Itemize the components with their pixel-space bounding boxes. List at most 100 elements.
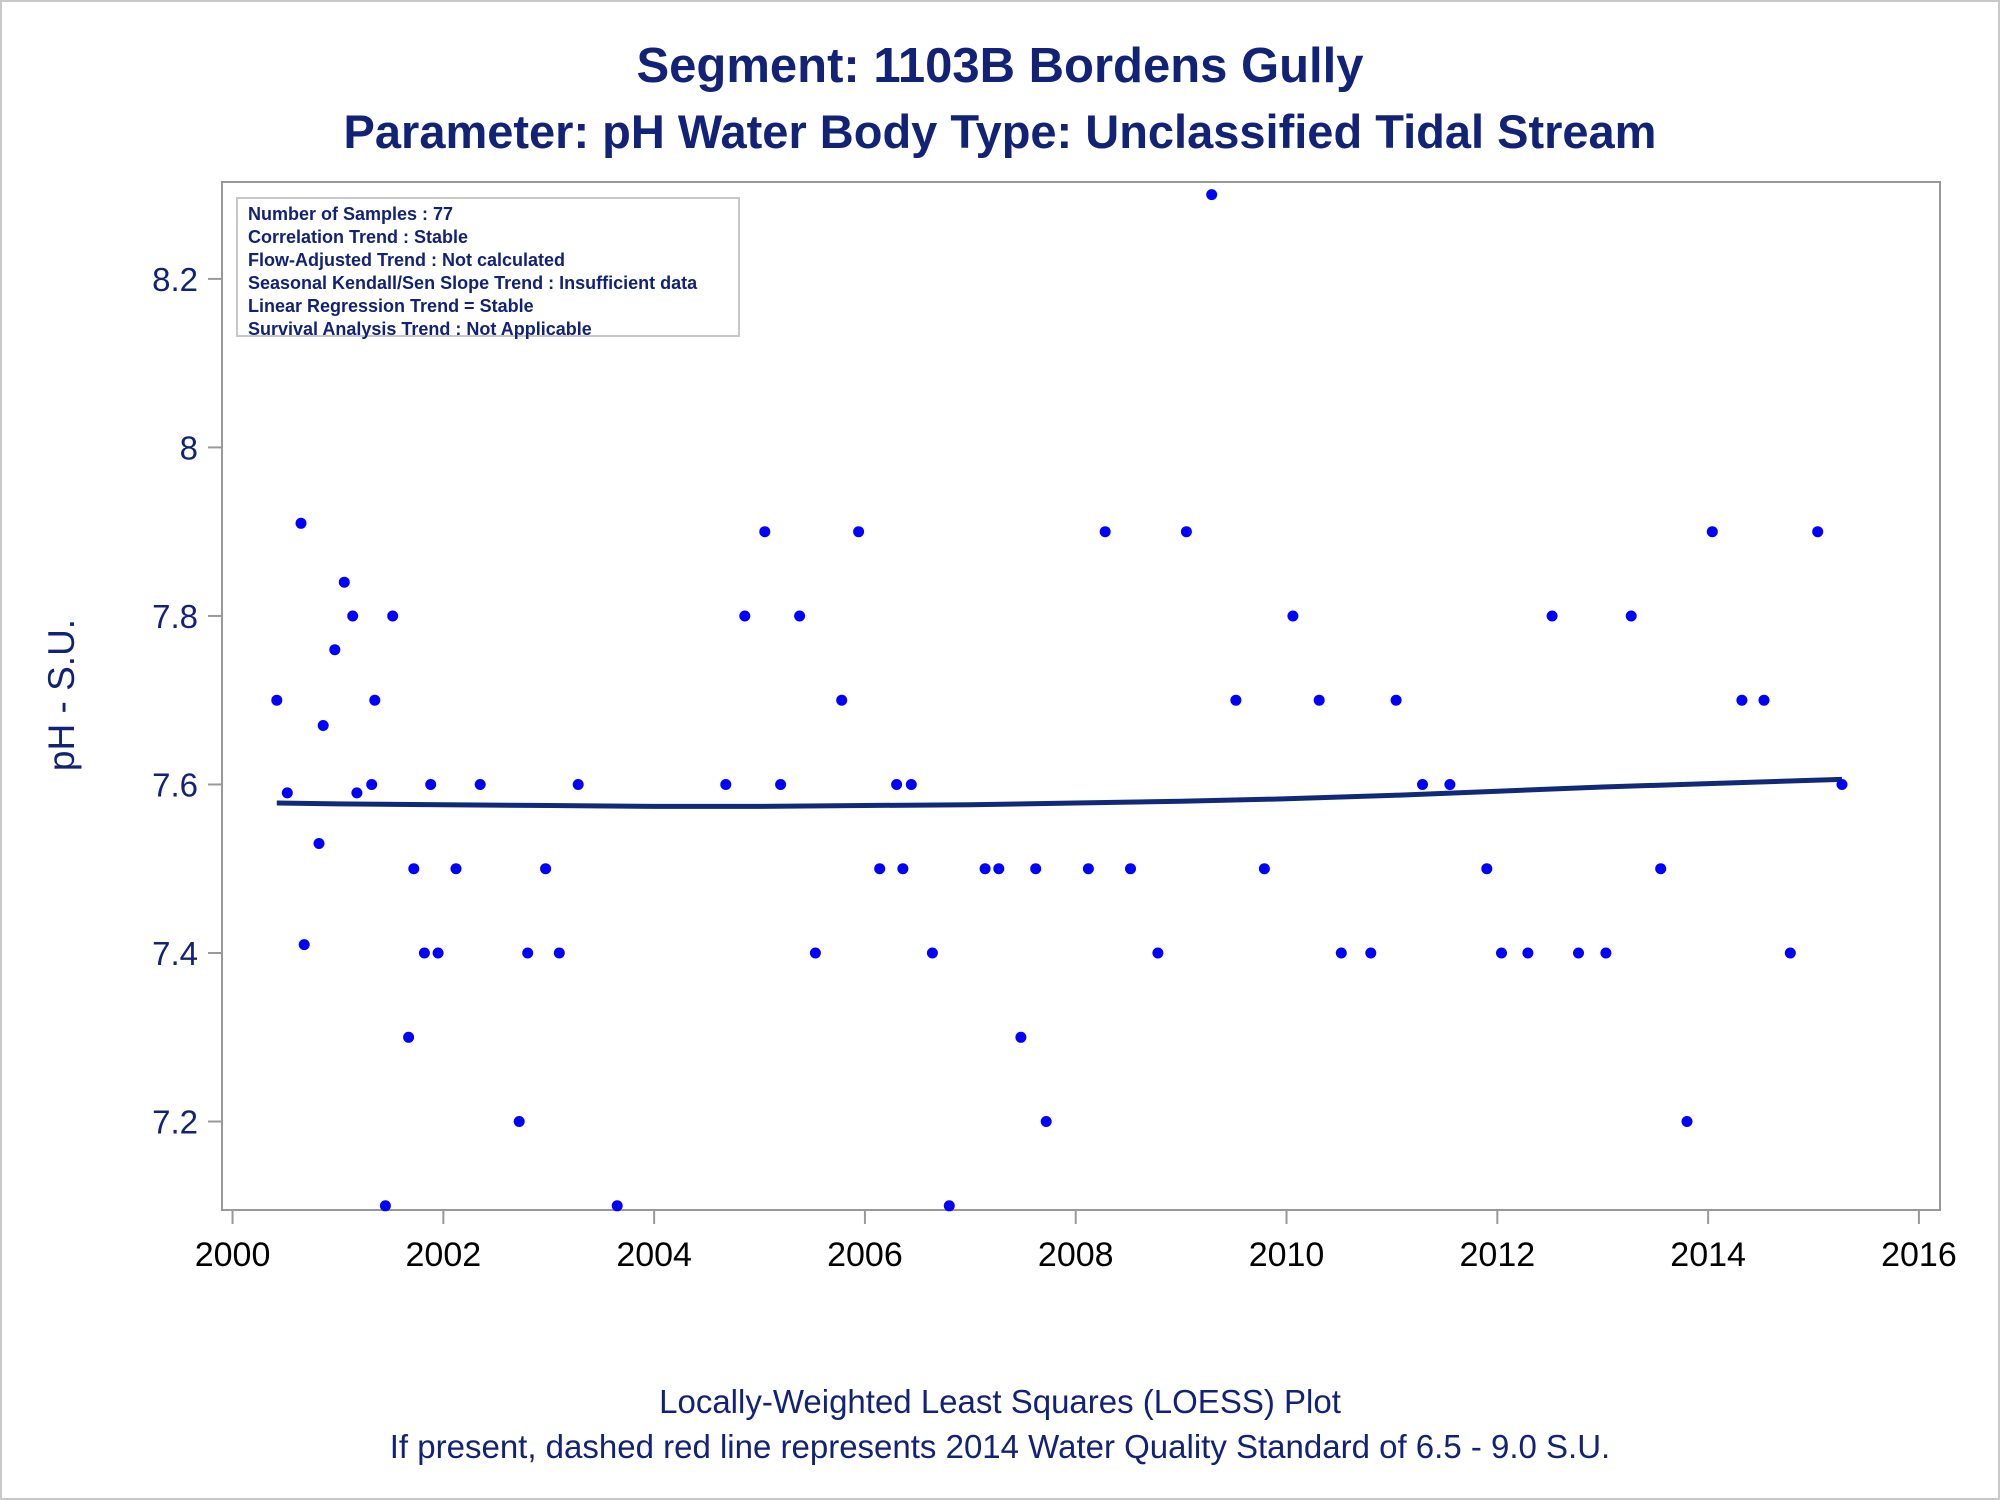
data-point xyxy=(1573,947,1584,959)
data-point xyxy=(720,779,732,790)
data-point xyxy=(1481,863,1493,875)
x-tick-label: 2004 xyxy=(616,1236,692,1274)
data-point xyxy=(522,947,534,959)
data-point xyxy=(513,1116,525,1127)
x-tick-label: 2000 xyxy=(195,1236,271,1274)
data-point xyxy=(1230,694,1242,706)
data-point xyxy=(1390,694,1402,706)
data-point xyxy=(418,947,430,959)
data-point xyxy=(1812,526,1824,538)
data-point xyxy=(759,526,771,538)
y-tick-label: 8.2 xyxy=(152,261,198,298)
footnote-loess: Locally-Weighted Least Squares (LOESS) P… xyxy=(659,1383,1341,1420)
x-tick-label: 2016 xyxy=(1881,1236,1957,1274)
stat-flow-adjusted-trend: Flow-Adjusted Trend : Not calculated xyxy=(248,250,566,270)
y-tick-label: 8 xyxy=(180,429,198,466)
data-point xyxy=(1444,779,1456,790)
stat-linear-regression-trend: Linear Regression Trend = Stable xyxy=(248,296,534,316)
data-point xyxy=(1736,694,1748,706)
data-point xyxy=(387,610,399,622)
y-axis: 7.2 7.4 7.6 7.8 8 8.2 xyxy=(152,261,222,1141)
x-tick-label: 2002 xyxy=(406,1236,482,1274)
data-point xyxy=(369,694,381,706)
data-point xyxy=(1784,947,1796,959)
data-point xyxy=(1706,526,1718,538)
data-point xyxy=(1099,526,1111,538)
plot-area xyxy=(221,181,1941,1211)
data-point xyxy=(874,863,886,875)
data-point xyxy=(474,779,486,790)
stats-box: Number of Samples : 77 Correlation Trend… xyxy=(236,197,740,339)
data-point xyxy=(1758,694,1770,706)
data-point xyxy=(1258,863,1270,875)
data-point xyxy=(281,787,293,799)
data-point xyxy=(295,517,307,529)
data-point xyxy=(1836,779,1848,790)
data-point xyxy=(993,863,1005,875)
y-tick-label: 7.6 xyxy=(152,766,198,803)
data-point xyxy=(1681,1116,1693,1127)
data-point xyxy=(403,1031,415,1043)
y-tick-label: 7.2 xyxy=(152,1104,198,1141)
data-point xyxy=(450,863,462,875)
data-point xyxy=(1030,863,1042,875)
data-point xyxy=(1625,610,1637,622)
data-point xyxy=(926,947,938,959)
data-point xyxy=(611,1200,623,1212)
data-point xyxy=(317,720,329,731)
x-tick-label: 2010 xyxy=(1249,1236,1325,1274)
loess-curve xyxy=(276,776,1843,809)
data-point xyxy=(979,863,991,875)
data-point xyxy=(379,1200,391,1212)
data-point xyxy=(1655,863,1667,875)
data-point xyxy=(943,1200,955,1212)
data-point xyxy=(1040,1116,1052,1127)
stat-correlation-trend: Correlation Trend : Stable xyxy=(248,227,469,247)
data-point xyxy=(1496,947,1507,959)
data-point xyxy=(1600,947,1612,959)
data-point xyxy=(853,526,865,538)
data-point xyxy=(425,779,437,790)
data-point xyxy=(775,779,787,790)
y-tick-label: 7.4 xyxy=(152,935,198,972)
data-point xyxy=(408,863,420,875)
stat-seasonal-kendall-trend: Seasonal Kendall/Sen Slope Trend : Insuf… xyxy=(248,273,698,293)
data-point xyxy=(1417,779,1428,790)
data-point xyxy=(298,939,310,951)
data-point xyxy=(572,779,584,790)
data-point xyxy=(1180,526,1192,538)
y-tick-label: 7.8 xyxy=(152,598,198,635)
data-point xyxy=(1082,863,1094,875)
data-point xyxy=(1206,189,1218,201)
loess-line xyxy=(276,776,1843,809)
data-point xyxy=(739,610,751,622)
data-point xyxy=(351,787,363,799)
data-point xyxy=(1546,610,1558,622)
data-point xyxy=(809,947,821,959)
data-point xyxy=(553,947,565,959)
x-tick-label: 2014 xyxy=(1670,1236,1746,1274)
data-point xyxy=(1125,863,1136,875)
data-point xyxy=(1287,610,1299,622)
data-point xyxy=(794,610,806,622)
data-point xyxy=(1152,947,1164,959)
data-point xyxy=(1313,694,1325,706)
footnote-standard: If present, dashed red line represents 2… xyxy=(389,1428,1611,1465)
data-point xyxy=(897,863,909,875)
data-point xyxy=(540,863,552,875)
x-tick-label: 2006 xyxy=(827,1236,903,1274)
data-point xyxy=(891,779,903,790)
data-point xyxy=(271,694,283,706)
data-point xyxy=(836,694,848,706)
x-axis: 2000 2002 2004 2006 2008 2010 2012 2014 2016 xyxy=(195,1210,1957,1274)
data-point xyxy=(1365,947,1377,959)
data-point xyxy=(432,947,444,959)
data-point xyxy=(366,779,378,790)
chart-subtitle: Parameter: pH Water Body Type: Unclassif… xyxy=(343,105,1657,158)
stat-survival-analysis-trend: Survival Analysis Trend : Not Applicable xyxy=(248,319,592,339)
x-tick-label: 2008 xyxy=(1038,1236,1114,1274)
x-tick-label: 2012 xyxy=(1460,1236,1536,1274)
data-point xyxy=(329,644,341,656)
chart-title: Segment: 1103B Bordens Gully xyxy=(636,39,1364,93)
data-point xyxy=(347,610,359,622)
